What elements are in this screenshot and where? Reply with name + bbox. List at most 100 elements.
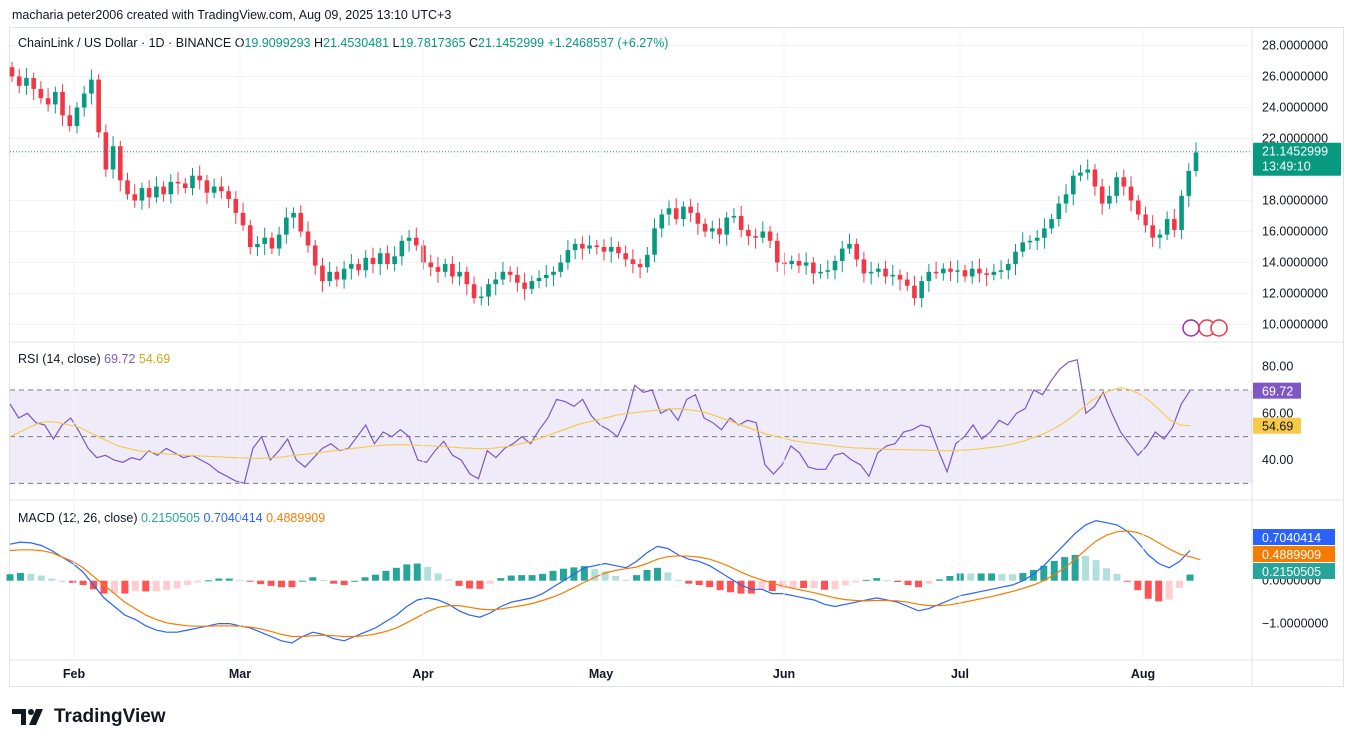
price-tick-label: 18.0000000 xyxy=(1262,194,1328,208)
macd-histogram-bar xyxy=(664,572,672,581)
macd-histogram-bar xyxy=(267,580,275,586)
macd-histogram-bar xyxy=(622,579,630,581)
candle-body xyxy=(702,223,708,232)
candle-body xyxy=(500,271,506,280)
candle-body xyxy=(435,267,441,272)
macd-histogram-bar xyxy=(351,580,359,582)
candle-body xyxy=(587,245,592,249)
candle-body xyxy=(933,271,939,274)
candle-body xyxy=(269,237,275,249)
candle-body xyxy=(507,271,513,275)
event-icon xyxy=(1182,319,1200,337)
candle-body xyxy=(919,281,924,299)
candle-body xyxy=(413,237,419,246)
macd-histogram-bar xyxy=(821,580,829,590)
macd-histogram-bar xyxy=(1102,568,1110,581)
candle-body xyxy=(24,78,29,86)
macd-histogram-bar xyxy=(758,580,766,591)
candle-body xyxy=(955,270,961,272)
candle-body xyxy=(262,237,267,244)
macd-histogram-bar xyxy=(1050,560,1058,581)
macd-histogram-bar xyxy=(549,570,557,581)
candle-body xyxy=(796,260,802,266)
candle-body xyxy=(312,245,318,266)
candle-body xyxy=(1193,152,1199,172)
macd-histogram-bar xyxy=(967,573,975,581)
macd-histogram-bar xyxy=(37,575,45,581)
macd-histogram-bar xyxy=(528,575,536,581)
candle-body xyxy=(305,231,311,246)
candle-body xyxy=(832,260,838,271)
candle-body xyxy=(1049,219,1054,229)
candle-body xyxy=(948,268,953,272)
x-month-label: Jun xyxy=(773,667,795,681)
macd-histogram-bar xyxy=(361,577,369,581)
price-tick-label: 28.0000000 xyxy=(1262,39,1328,53)
candle-body xyxy=(1186,171,1192,196)
candle-body xyxy=(904,279,910,286)
macd-value-tag-label: 0.2150505 xyxy=(1262,565,1321,579)
candle-body xyxy=(334,271,340,280)
candle-body xyxy=(16,76,22,86)
candle-body xyxy=(190,175,195,189)
macd-histogram-bar xyxy=(789,580,797,589)
candle-body xyxy=(616,247,621,254)
macd-histogram-bar xyxy=(1019,572,1027,581)
macd-histogram-bar xyxy=(1082,555,1090,581)
macd-histogram-bar xyxy=(142,580,150,592)
candle-body xyxy=(421,245,426,263)
candle-body xyxy=(753,236,758,238)
candle-body xyxy=(493,279,499,285)
price-tick-label: 12.0000000 xyxy=(1262,287,1328,301)
candle-body xyxy=(724,217,730,235)
rsi-value-tag-label: 69.72 xyxy=(1262,385,1293,399)
macd-value-tag-label: 0.7040414 xyxy=(1262,531,1321,545)
candle-body xyxy=(1063,194,1069,204)
macd-histogram-bar xyxy=(131,580,139,592)
tradingview-logo-icon xyxy=(12,709,43,725)
macd-histogram-bar xyxy=(16,572,24,581)
candle-body xyxy=(673,208,679,220)
macd-histogram-bar xyxy=(79,580,87,585)
candle-body xyxy=(284,217,289,235)
candle-body xyxy=(1143,214,1148,226)
candle-body xyxy=(1042,228,1047,238)
current-price-tag xyxy=(1253,142,1341,176)
x-month-label: Mar xyxy=(229,667,251,681)
macd-histogram-bar xyxy=(977,573,985,581)
macd-histogram-bar xyxy=(674,579,682,581)
candle-body xyxy=(731,216,737,218)
candle-body xyxy=(767,231,773,241)
macd-histogram-bar xyxy=(288,580,296,588)
x-month-label: May xyxy=(589,667,613,681)
candle-body xyxy=(38,88,44,99)
candle-body xyxy=(868,271,874,274)
candle-body xyxy=(45,98,51,105)
macd-histogram-bar xyxy=(6,574,14,581)
macd-histogram-bar xyxy=(184,580,192,585)
candle-body xyxy=(1020,242,1026,252)
candle-body xyxy=(117,146,123,181)
macd-histogram-bar xyxy=(695,580,703,585)
rsi-ma-line xyxy=(9,387,1191,459)
macd-histogram-bar xyxy=(925,580,933,584)
candle-body xyxy=(977,268,982,274)
macd-legend: MACD (12, 26, close) 0.2150505 0.7040414… xyxy=(18,511,325,525)
candle-body xyxy=(103,132,109,170)
candle-body xyxy=(774,240,780,263)
candle-body xyxy=(53,92,58,105)
macd-histogram-bar xyxy=(392,567,400,581)
macd-histogram-bar xyxy=(1040,565,1048,581)
macd-histogram-bar xyxy=(445,579,453,581)
macd-histogram-bar xyxy=(163,580,171,591)
macd-histogram-bar xyxy=(852,580,860,583)
macd-histogram-bar xyxy=(204,580,212,582)
macd-tick-label: −1.0000000 xyxy=(1262,617,1328,631)
candle-body xyxy=(1179,195,1184,230)
candle-body xyxy=(760,231,766,238)
macd-histogram-bar xyxy=(580,566,588,581)
candle-body xyxy=(139,188,145,201)
macd-value-tag-label: 0.4889909 xyxy=(1262,548,1321,562)
candle-body xyxy=(941,268,946,274)
